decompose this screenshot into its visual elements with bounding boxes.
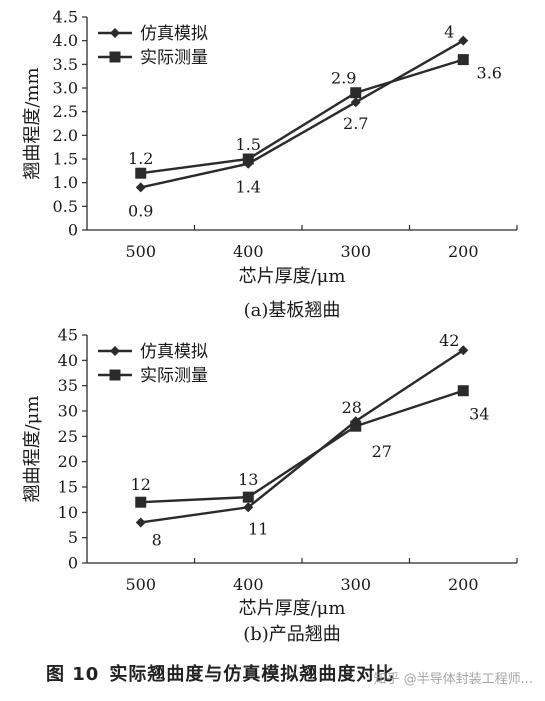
y-tick-label: 4.5: [53, 8, 78, 27]
legend-label: 仿真模拟: [140, 342, 208, 362]
measured-point: [457, 54, 469, 66]
x-axis-label: 芯片厚度/μm: [239, 598, 346, 619]
chart-caption: (b)产品翘曲: [243, 624, 341, 645]
data-label: 11: [248, 519, 268, 538]
measured-point: [350, 87, 362, 99]
figure-caption: 图 10 实际翘曲度与仿真模拟翘曲度对比: [46, 660, 394, 686]
data-label: 1.5: [236, 135, 261, 154]
y-tick-label: 30: [58, 402, 78, 421]
x-tick-label: 400: [233, 575, 264, 594]
series-line-measured: [140, 58, 464, 175]
y-tick-label: 35: [58, 376, 78, 395]
data-label: 1.4: [236, 178, 261, 197]
figure-number: 图 10: [46, 664, 100, 685]
data-label: 8: [152, 530, 162, 549]
simulation-point: [135, 182, 146, 193]
data-label: 34: [469, 405, 489, 424]
x-tick-label: 200: [448, 242, 479, 261]
data-label: 12: [131, 475, 151, 494]
x-tick-label: 500: [125, 242, 156, 261]
simulation-point: [243, 502, 254, 513]
data-label: 2.7: [343, 114, 368, 133]
y-tick-label: 20: [58, 452, 78, 471]
simulation-point: [350, 97, 361, 108]
simulation-point: [458, 35, 469, 46]
legend-marker-square: [109, 369, 121, 381]
y-tick-label: 25: [58, 427, 78, 446]
chart-b-product-warpage: 0 5 10 15 20 25 30 35 40 45 500 400 300 200 芯片厚度/μm 翘曲程…: [22, 326, 518, 645]
y-tick-label: 0: [68, 554, 78, 573]
series-line-simulation: [140, 349, 464, 524]
y-axis-label: 翘曲程度/μm: [22, 396, 43, 503]
y-tick-label: 2.0: [53, 126, 78, 145]
chart-caption: (a)基板翘曲: [244, 300, 341, 321]
legend-marker-diamond: [110, 346, 120, 356]
y-tick-label: 0: [68, 221, 78, 240]
chart-a-substrate-warpage: 0 0.5 1.0 1.5 2.0 2.5 3.0 3.5 4.0 4.5 500 400 300 200…: [22, 8, 518, 321]
x-tick-label: 200: [448, 575, 479, 594]
measured-point: [242, 491, 254, 503]
data-label: 42: [439, 331, 459, 350]
y-tick-label: 4.0: [53, 31, 78, 50]
data-label: 4: [444, 23, 454, 42]
legend-marker-diamond: [110, 28, 120, 38]
y-tick-label: 5: [68, 528, 78, 547]
y-tick-label: 2.5: [53, 102, 78, 121]
data-label: 13: [238, 470, 258, 489]
measured-point: [135, 167, 147, 179]
legend-label: 实际测量: [140, 48, 208, 68]
y-tick-label: 3.5: [53, 55, 78, 74]
x-tick-label: 300: [340, 242, 371, 261]
simulation-point: [458, 345, 469, 356]
y-tick-label: 1.0: [53, 173, 78, 192]
measured-point: [242, 153, 254, 165]
y-tick-label: 10: [58, 503, 78, 522]
y-tick-label: 0.5: [53, 197, 78, 216]
data-label: 0.9: [128, 201, 153, 220]
legend-label: 实际测量: [140, 366, 208, 386]
measured-point: [135, 496, 147, 508]
data-label: 1.2: [128, 149, 153, 168]
y-tick-label: 3.0: [53, 79, 78, 98]
data-label: 28: [342, 398, 362, 417]
series-line-measured: [140, 389, 464, 504]
measured-point: [457, 385, 469, 397]
y-tick-label: 15: [58, 478, 78, 497]
y-tick-label: 40: [58, 351, 78, 370]
data-label: 2.9: [331, 69, 356, 88]
x-tick-label: 300: [340, 575, 371, 594]
x-axis-label: 芯片厚度/μm: [239, 266, 346, 287]
y-axis-label: 翘曲程度/mm: [22, 67, 43, 179]
measured-point: [350, 420, 362, 432]
figure-caption-text: 实际翘曲度与仿真模拟翘曲度对比: [109, 664, 395, 685]
legend-marker-square: [109, 51, 121, 63]
y-tick-label: 1.5: [53, 150, 78, 169]
watermark: 知乎 @半导体封装工程师...: [373, 672, 533, 687]
data-label: 3.6: [477, 64, 502, 83]
legend-label: 仿真模拟: [140, 24, 208, 44]
simulation-point: [135, 517, 146, 528]
data-label: 27: [372, 442, 392, 461]
y-tick-label: 45: [58, 326, 78, 345]
series-line-simulation: [140, 39, 464, 189]
x-tick-label: 400: [233, 242, 264, 261]
x-tick-label: 500: [125, 575, 156, 594]
